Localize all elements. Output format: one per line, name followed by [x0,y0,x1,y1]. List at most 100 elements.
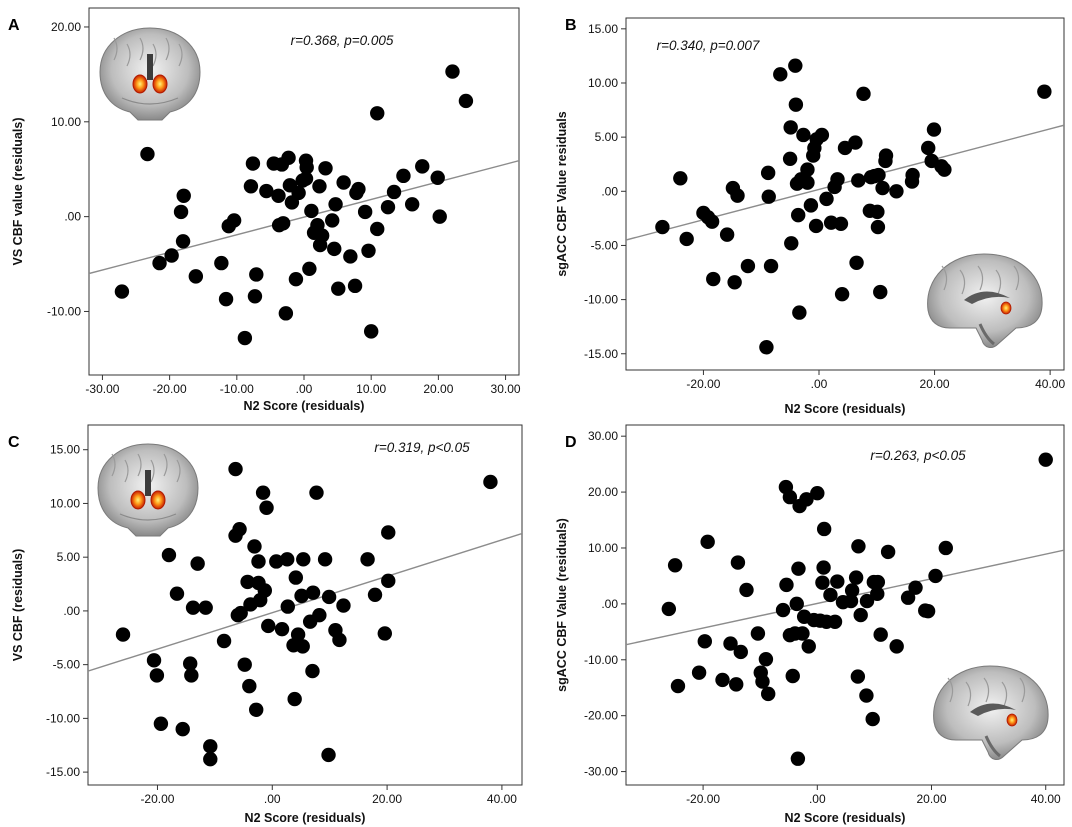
data-point [908,580,923,595]
data-point [314,228,330,243]
data-point [782,151,798,166]
brain-sagittal-icon [933,665,1049,760]
data-point [321,747,336,763]
fit-line [88,532,522,672]
x-tick-label: -20.00 [140,792,174,806]
data-point [278,306,294,321]
data-point [271,188,286,203]
y-tick-label: .00 [64,210,81,224]
data-point [759,340,774,355]
data-point [386,184,402,200]
data-point [848,135,863,150]
data-point [844,583,860,598]
data-point [928,568,943,584]
panel-letter: B [565,17,577,34]
y-tick-label: -10.00 [46,711,80,725]
x-axis-title: N2 Score (residuals) [785,402,906,416]
data-point [871,167,886,183]
data-point [149,668,165,683]
data-point [800,175,815,190]
data-point [381,525,396,540]
data-point [808,218,824,234]
data-point [1037,84,1052,99]
data-point [755,674,770,689]
data-point [865,711,880,727]
y-tick-label: -5.00 [591,238,619,252]
fit-line [626,124,1064,241]
data-point [249,267,264,282]
data-point [483,474,498,490]
data-point [249,702,264,717]
data-point [226,213,242,228]
data-point [255,485,271,500]
data-point [458,93,474,109]
x-tick-label: 20.00 [423,382,453,396]
data-point [843,593,859,609]
data-point [432,209,447,224]
y-tick-label: 10.00 [51,115,81,129]
data-point [302,261,317,276]
data-point [415,159,430,174]
y-tick-label: 15.00 [588,22,618,36]
y-tick-label: .00 [601,184,618,198]
data-point [875,180,890,196]
x-axis-title: N2 Score (residuals) [244,399,365,413]
data-point [203,752,218,767]
data-point [785,668,800,684]
data-point [363,324,379,339]
data-point [176,188,191,203]
fit-line [89,160,519,275]
y-tick-label: -10.00 [584,653,618,667]
data-point [336,598,351,613]
data-point [288,272,304,287]
data-point [719,227,735,242]
data-point [788,58,803,73]
data-point [245,156,261,171]
data-point [336,175,351,190]
data-point [873,627,888,642]
data-point [889,639,904,654]
x-tick-label: .00 [809,792,826,806]
data-point [328,197,343,212]
data-point [833,216,849,231]
data-point [237,330,253,346]
data-point [859,593,875,609]
data-point [816,521,832,537]
data-point [691,665,707,680]
data-point [305,585,321,600]
data-point [760,686,776,702]
y-tick-label: 5.00 [595,130,619,144]
data-point [775,602,791,618]
data-point [153,716,169,731]
data-point [926,122,942,137]
y-tick-label: 10.00 [588,76,618,90]
x-tick-label: -20.00 [686,377,720,391]
stat-annotation: r=0.340, p=0.007 [657,38,760,53]
data-point [920,603,936,619]
data-point [259,500,274,515]
data-point [740,258,756,274]
x-tick-label: 40.00 [1035,377,1065,391]
data-point [175,721,190,737]
y-tick-label: .00 [601,597,618,611]
data-point [291,185,306,201]
data-point [377,626,392,641]
x-tick-label: -20.00 [153,382,187,396]
x-tick-label: -30.00 [85,382,119,396]
data-point [889,184,904,199]
x-tick-label: 20.00 [916,792,946,806]
data-point [851,173,866,188]
y-tick-label: 20.00 [588,485,618,499]
data-point [761,189,776,204]
data-point [228,461,243,477]
data-point [851,539,866,554]
panel-letter: D [565,434,577,451]
panel-letter: C [8,434,20,451]
data-point [661,601,677,617]
brain-sagittal-icon [927,253,1043,348]
data-point [791,561,806,576]
y-tick-label: 10.00 [588,541,618,555]
panel-d: -20.00 .00 20.00 40.00 -30.00 -20.00 -10.00 .00… [555,424,1065,825]
data-point [799,492,814,507]
data-point [304,203,319,219]
